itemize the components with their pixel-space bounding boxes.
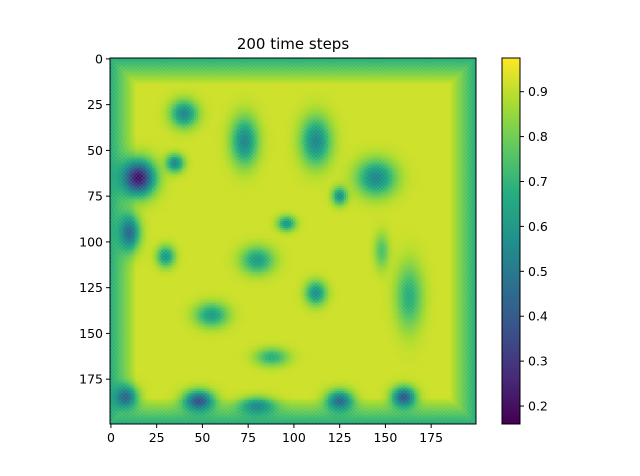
colorbar-gradient [502,58,520,424]
x-tick-label: 50 [194,430,210,445]
plot-frame [109,57,477,425]
colorbar-tick-label: 0.3 [528,354,548,369]
y-tick-label: 75 [87,189,103,204]
colorbar: 0.2 0.3 0.4 0.5 0.6 0.7 0.8 0.9 [501,57,548,425]
colorbar-frame [501,57,521,425]
y-tick-label: 125 [79,280,103,295]
x-tick-label: 0 [107,430,115,445]
x-tick-label: 125 [328,430,352,445]
colorbar-tick-label: 0.2 [528,399,548,414]
colorbar-tick-label: 0.4 [528,309,548,324]
x-axis: 0 25 50 75 100 125 150 175 [107,424,443,445]
heatmap-canvas [110,58,476,424]
y-tick-label: 175 [79,372,103,387]
x-tick-label: 25 [149,430,165,445]
colorbar-tick-label: 0.5 [528,264,548,279]
y-tick-label: 50 [87,143,103,158]
chart-title: 200 time steps [237,35,350,53]
colorbar-tick-label: 0.8 [528,129,548,144]
colorbar-ticks: 0.2 0.3 0.4 0.5 0.6 0.7 0.8 0.9 [520,84,548,414]
x-tick-label: 75 [240,430,256,445]
y-tick-label: 100 [79,234,103,249]
y-axis: 0 25 50 75 100 125 150 175 [79,51,110,387]
y-tick-label: 25 [87,97,103,112]
x-tick-label: 150 [373,430,397,445]
x-tick-label: 175 [419,430,443,445]
y-tick-label: 0 [95,51,103,66]
x-tick-label: 100 [282,430,306,445]
colorbar-tick-label: 0.6 [528,219,548,234]
colorbar-tick-label: 0.9 [528,84,548,99]
y-tick-label: 150 [79,326,103,341]
colorbar-tick-label: 0.7 [528,174,548,189]
heatmap-plot-area [109,57,477,425]
